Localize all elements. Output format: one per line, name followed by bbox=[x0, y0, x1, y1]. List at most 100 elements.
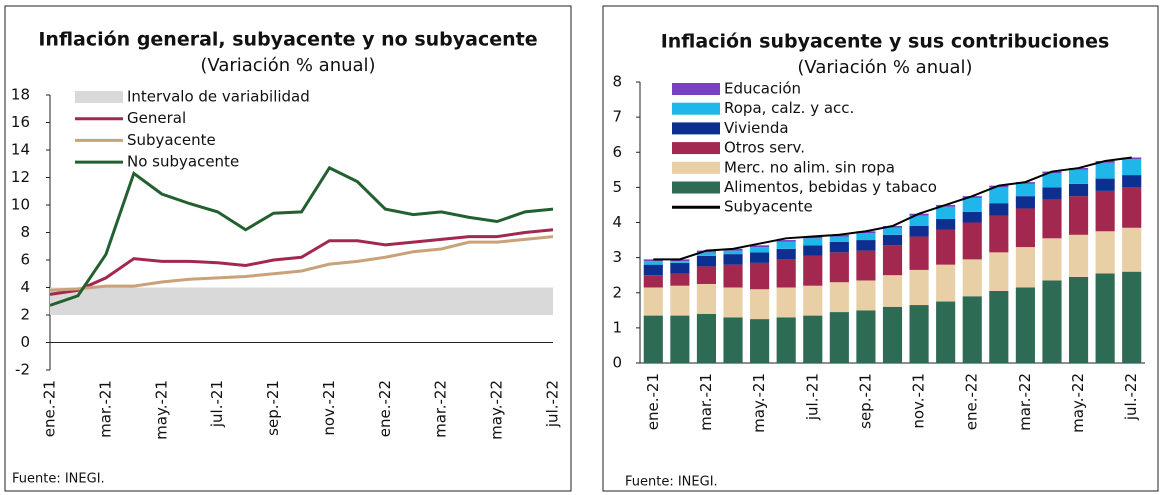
x-tick-label: may.-22 bbox=[488, 380, 506, 440]
bar-segment bbox=[989, 215, 1009, 253]
bar-segment bbox=[856, 310, 876, 363]
bar-segment bbox=[803, 238, 823, 246]
x-tick-label: jul.-21 bbox=[208, 380, 226, 428]
bar-segment bbox=[1042, 187, 1062, 200]
bar-segment bbox=[643, 275, 663, 288]
x-tick-label: mar.-21 bbox=[697, 373, 715, 431]
bar-segment bbox=[1095, 231, 1115, 274]
bar-segment bbox=[936, 218, 956, 230]
bar-segment bbox=[776, 240, 796, 242]
bar-segment bbox=[723, 254, 743, 265]
bar-segment bbox=[1015, 196, 1035, 209]
bar-segment bbox=[643, 315, 663, 363]
legend-label: Intervalo de variabilidad bbox=[127, 88, 310, 106]
y-tick-label: 1 bbox=[612, 318, 622, 336]
bar-segment bbox=[696, 266, 717, 284]
bar-segment bbox=[1068, 234, 1089, 277]
x-tick-label: jul.-22 bbox=[1122, 373, 1140, 421]
bar-segment bbox=[643, 287, 663, 316]
chart-subtitle: (Variación % anual) bbox=[797, 57, 972, 78]
bar-segment bbox=[989, 252, 1009, 291]
bar-segment bbox=[803, 245, 823, 256]
x-tick-label: jul.-21 bbox=[803, 373, 821, 421]
y-tick-label: 7 bbox=[612, 108, 622, 126]
bar-segment bbox=[1042, 173, 1062, 188]
bar-segment bbox=[1122, 175, 1142, 188]
bar-segment bbox=[723, 287, 743, 318]
bar-segment bbox=[856, 280, 876, 311]
y-tick-label: 4 bbox=[20, 278, 30, 296]
y-tick-label: 4 bbox=[612, 213, 622, 231]
x-tick-label: sep.-21 bbox=[264, 380, 282, 436]
y-tick-label: 2 bbox=[20, 306, 30, 324]
x-tick-label: nov.-21 bbox=[320, 380, 338, 436]
bar-segment bbox=[989, 203, 1009, 216]
y-tick-label: 12 bbox=[11, 168, 30, 186]
bar-segment bbox=[1122, 271, 1142, 363]
bar-segment bbox=[1068, 276, 1089, 363]
bar-segment bbox=[1042, 238, 1062, 281]
x-tick-label: ene.-21 bbox=[644, 373, 662, 430]
bar-segment bbox=[829, 241, 849, 253]
x-tick-label: jul.-22 bbox=[544, 380, 562, 428]
bar-segment bbox=[1015, 287, 1035, 363]
variability-interval bbox=[50, 287, 553, 315]
legend-swatch bbox=[672, 181, 720, 194]
bar-segment bbox=[643, 261, 663, 265]
bar-segment bbox=[696, 313, 717, 363]
bar-segment bbox=[882, 234, 903, 246]
bar-segment bbox=[1095, 273, 1115, 363]
chart-title: Inflación general, subyacente y no subya… bbox=[38, 29, 537, 51]
bar-segment bbox=[696, 252, 717, 256]
bar-segment bbox=[643, 264, 663, 276]
series-line bbox=[653, 156, 1132, 261]
bar-segment bbox=[1095, 162, 1115, 179]
bar-segment bbox=[962, 197, 982, 212]
bar-segment bbox=[670, 261, 690, 263]
y-tick-label: 2 bbox=[612, 283, 622, 301]
bar-segment bbox=[829, 236, 849, 242]
bar-segment bbox=[829, 252, 849, 283]
bar-segment bbox=[882, 275, 903, 307]
y-tick-label: 0 bbox=[612, 354, 622, 372]
legend-swatch bbox=[672, 83, 720, 95]
bar-segment bbox=[723, 264, 743, 288]
bar-segment bbox=[670, 273, 690, 286]
legend-label: Vivienda bbox=[724, 119, 789, 137]
bar-segment bbox=[670, 285, 690, 316]
bar-segment bbox=[1042, 280, 1062, 363]
bar-segment bbox=[1095, 178, 1115, 191]
legend-label: Merc. no alim. sin ropa bbox=[724, 158, 895, 176]
x-tick-label: ene.-22 bbox=[376, 380, 394, 437]
bar-segment bbox=[989, 187, 1009, 204]
legend-swatch bbox=[672, 161, 720, 174]
x-tick-label: ene.-22 bbox=[963, 373, 981, 430]
y-tick-label: 16 bbox=[11, 113, 30, 131]
bar-segment bbox=[776, 317, 796, 363]
bar-segment bbox=[776, 248, 796, 260]
bar-segment bbox=[882, 306, 903, 363]
bar-segment bbox=[670, 262, 690, 274]
bar-segment bbox=[1122, 187, 1142, 228]
bar-segment bbox=[989, 290, 1009, 363]
bar-segment bbox=[1042, 199, 1062, 239]
x-tick-label: mar.-21 bbox=[96, 380, 114, 438]
legend-swatch bbox=[75, 91, 123, 103]
bar-segment bbox=[750, 289, 770, 320]
bar-segment bbox=[750, 247, 770, 253]
bar-segment bbox=[962, 211, 982, 223]
x-tick-label: mar.-22 bbox=[432, 380, 450, 438]
bar-segment bbox=[882, 245, 903, 276]
bar-segment bbox=[909, 226, 929, 237]
bar-segment bbox=[856, 240, 876, 251]
source: Fuente: INEGI. bbox=[12, 472, 105, 487]
bar-segment bbox=[1015, 247, 1035, 288]
panel-border bbox=[4, 5, 572, 492]
bar-segment bbox=[962, 222, 982, 260]
legend-label: No subyacente bbox=[127, 153, 239, 171]
bar-segment bbox=[803, 285, 823, 316]
bar-segment bbox=[696, 255, 717, 267]
x-tick-label: may.-22 bbox=[1069, 373, 1087, 433]
bar-segment bbox=[750, 245, 770, 248]
legend-swatch bbox=[672, 142, 720, 155]
